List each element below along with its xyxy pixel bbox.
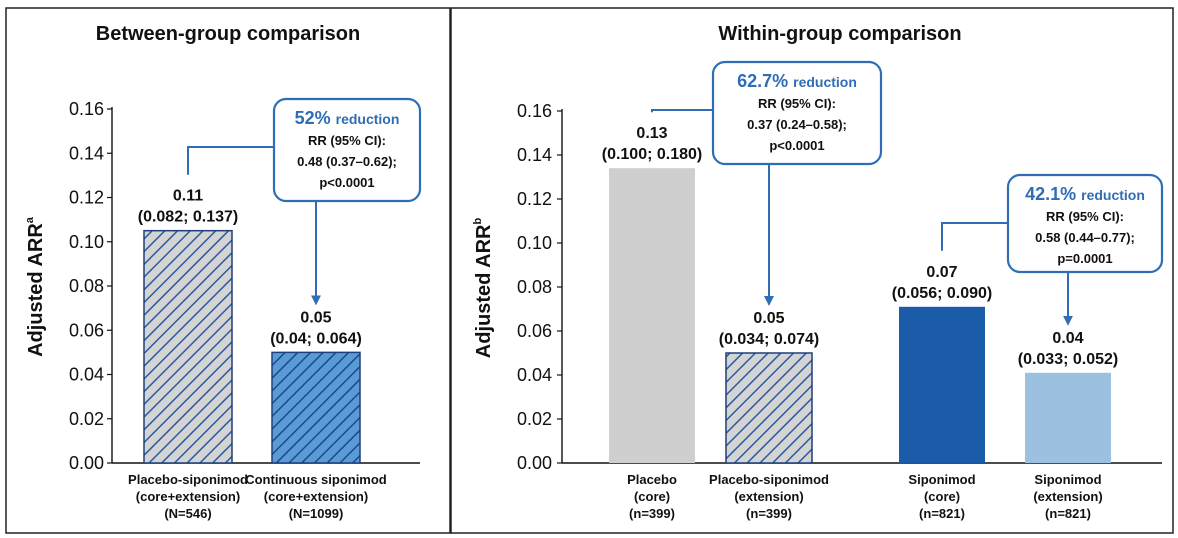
y-tick-label: 0.00: [69, 453, 104, 473]
category-label: (core+extension): [264, 489, 368, 504]
category-label: (core): [924, 489, 960, 504]
bar-value-label: 0.05: [300, 309, 331, 326]
y-tick-label: 0.06: [517, 321, 552, 341]
annotation-reduction: 42.1% reduction: [1025, 184, 1145, 204]
y-tick-label: 0.14: [69, 143, 104, 163]
annotation-line: p<0.0001: [769, 138, 824, 153]
bar-ci-label: (0.033; 0.052): [1018, 351, 1119, 368]
annotation-box: [1006, 173, 1164, 274]
category-label: Siponimod: [1034, 472, 1101, 487]
category-label: (extension): [734, 489, 803, 504]
category-label: (n=821): [919, 506, 965, 521]
y-tick-label: 0.06: [69, 320, 104, 340]
bar: [143, 229, 233, 464]
right-chart: 0.00 0.02 0.04 0.06 0.08 0.10 0.12 0.14 0.16 0.13…: [517, 60, 1164, 521]
annotation-leader-line: [187, 146, 274, 175]
y-tick-label: 0.12: [517, 189, 552, 209]
category-label: Placebo: [627, 472, 677, 487]
bar-ci-label: (0.100; 0.180): [602, 146, 703, 163]
y-tick-label: 0.12: [69, 188, 104, 208]
annotation-line: p=0.0001: [1057, 251, 1112, 266]
y-tick-label: 0.16: [517, 101, 552, 121]
bar-value-label: 0.07: [926, 264, 957, 281]
y-tick-label: 0.16: [69, 99, 104, 119]
annotation-line: 0.37 (0.24–0.58);: [747, 117, 847, 132]
category-label: (n=821): [1045, 506, 1091, 521]
y-tick-label: 0.00: [517, 453, 552, 473]
bar-value-label: 0.11: [173, 188, 203, 205]
bar: [1025, 372, 1111, 463]
category-label: Placebo-siponimod: [128, 472, 248, 487]
y-tick-label: 0.14: [517, 145, 552, 165]
annotation-line: 0.58 (0.44–0.77);: [1035, 230, 1135, 245]
y-tick-label: 0.10: [517, 233, 552, 253]
annotation-box: [711, 60, 883, 166]
category-label: Continuous siponimod: [245, 472, 387, 487]
bar-ci-label: (0.056; 0.090): [892, 285, 993, 302]
bar: [899, 306, 985, 463]
right-y-axis-label: Adjusted ARRb: [472, 218, 495, 359]
category-label: (core+extension): [136, 489, 240, 504]
right-chart-title: Within-group comparison: [718, 23, 961, 45]
bar-value-label: 0.05: [753, 310, 784, 327]
left-chart: 0.00 0.02 0.04 0.06 0.08 0.10 0.12 0.14 0.16 0.11…: [69, 97, 422, 521]
category-label: Siponimod: [908, 472, 975, 487]
right-panel-frame: [450, 7, 1174, 534]
annotation-line: RR (95% CI):: [1046, 209, 1124, 224]
bar-ci-label: (0.082; 0.137): [138, 209, 239, 226]
y-tick-label: 0.04: [69, 365, 104, 385]
y-tick-label: 0.10: [69, 232, 104, 252]
bar-ci-label: (0.04; 0.064): [270, 330, 362, 347]
bar-value-label: 0.04: [1052, 330, 1083, 347]
category-label: (extension): [1033, 489, 1102, 504]
bar-ci-label: (0.034; 0.074): [719, 331, 820, 348]
left-chart-title: Between-group comparison: [96, 23, 360, 45]
bar: [609, 168, 695, 463]
y-tick-label: 0.02: [69, 409, 104, 429]
annotation-leader-line: [941, 222, 1008, 251]
annotation-leader-line: [651, 109, 713, 113]
y-tick-label: 0.02: [517, 409, 552, 429]
bar: [271, 351, 361, 464]
category-label: (n=399): [746, 506, 792, 521]
y-tick-label: 0.08: [69, 276, 104, 296]
annotation-line: RR (95% CI):: [308, 133, 386, 148]
category-label: (n=399): [629, 506, 675, 521]
bar-value-label: 0.13: [636, 125, 667, 142]
category-label: Placebo-siponimod: [709, 472, 829, 487]
y-tick-label: 0.04: [517, 365, 552, 385]
bar: [725, 352, 813, 464]
annotation-line: p<0.0001: [319, 175, 374, 190]
category-label: (N=1099): [289, 506, 344, 521]
annotation-box: [272, 97, 422, 203]
left-y-axis-label: Adjusted ARRa: [24, 216, 47, 357]
y-tick-label: 0.08: [517, 277, 552, 297]
annotation-reduction: 62.7% reduction: [737, 71, 857, 91]
category-label: (N=546): [164, 506, 211, 521]
left-panel-frame: [5, 7, 451, 534]
annotation-reduction: 52% reduction: [295, 108, 400, 128]
annotation-line: 0.48 (0.37–0.62);: [297, 154, 397, 169]
annotation-line: RR (95% CI):: [758, 96, 836, 111]
category-label: (core): [634, 489, 670, 504]
